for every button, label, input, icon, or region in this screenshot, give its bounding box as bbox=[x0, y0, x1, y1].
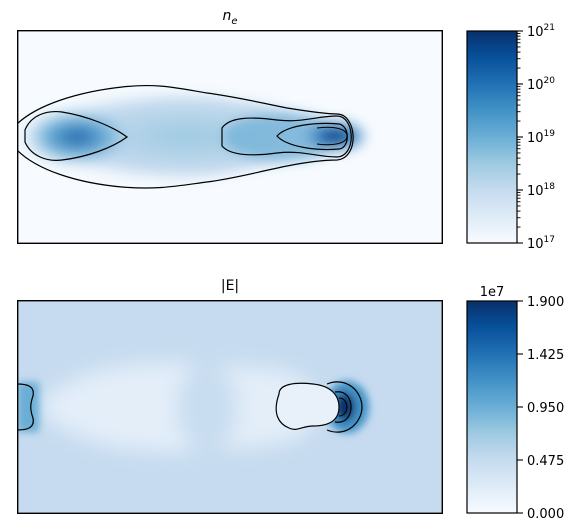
density-colorbar-tick-label: 1020 bbox=[527, 76, 555, 93]
density-colorbar-tick-label: 1017 bbox=[527, 235, 555, 252]
field-colorbar-tick-label: 1.900 bbox=[527, 295, 564, 310]
top-title-variable: n bbox=[222, 8, 232, 24]
field-colorbar-bar bbox=[466, 300, 518, 514]
field-axes-frame bbox=[17, 300, 443, 514]
density-colorbar-tick-label: 1021 bbox=[527, 23, 555, 40]
density-axes-frame bbox=[17, 30, 443, 244]
head-core-arc bbox=[338, 397, 348, 417]
density-colorbar-tick-label: 1018 bbox=[527, 182, 555, 199]
left-core-contour bbox=[24, 110, 129, 161]
field-colorbar-tick-label: 1.425 bbox=[527, 348, 564, 363]
top-title-subscript: e bbox=[231, 15, 238, 27]
field-colorbar-multiplier: 1e7 bbox=[480, 285, 505, 300]
field-colorbar: 1e7 0.000 0.475 0.950 1.425 1.900 bbox=[466, 285, 564, 522]
outer-contour bbox=[17, 84, 354, 189]
left-edge-contour bbox=[17, 383, 34, 431]
right-inner-contour bbox=[316, 126, 348, 146]
density-colorbar-bar bbox=[466, 30, 518, 244]
head-inner-arc bbox=[334, 391, 352, 423]
density-heatmap bbox=[17, 30, 443, 244]
density-colorbar-tick-label: 1019 bbox=[527, 129, 555, 146]
density-colorbar: 1017 1018 1019 1020 1021 bbox=[466, 23, 555, 252]
top-panel-title: ne bbox=[170, 8, 290, 27]
streamer-head-contour bbox=[275, 382, 340, 430]
field-colorbar-tick-label: 0.950 bbox=[527, 401, 564, 416]
bottom-panel-title: |E| bbox=[220, 278, 240, 294]
right-mid-contour bbox=[221, 115, 352, 158]
field-heatmap bbox=[17, 300, 443, 514]
head-outer-arc bbox=[326, 381, 363, 433]
field-colorbar-tick-label: 0.475 bbox=[527, 454, 564, 469]
field-colorbar-tick-label: 0.000 bbox=[527, 507, 564, 522]
